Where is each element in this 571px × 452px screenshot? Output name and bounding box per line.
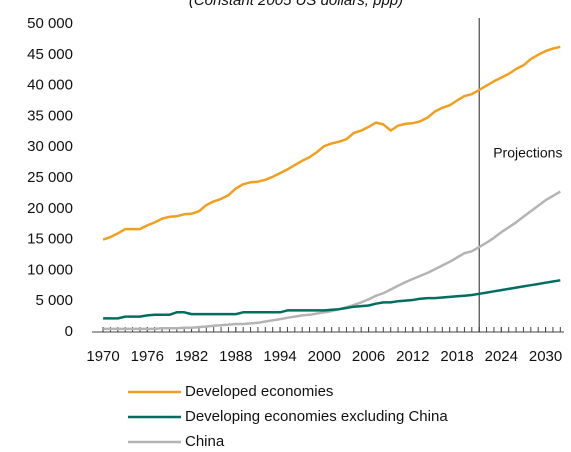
y-tick-label: 5 000 (35, 292, 73, 309)
x-tick-label: 1982 (175, 348, 208, 365)
series-line (103, 279, 561, 320)
y-tick-label: 0 (65, 323, 73, 340)
y-tick-label: 45 000 (27, 46, 73, 63)
y-tick-label: 35 000 (27, 107, 73, 124)
x-tick-label: 1970 (86, 348, 119, 365)
x-tick-label: 2018 (440, 348, 473, 365)
y-tick-label: 40 000 (27, 77, 73, 94)
x-tick-label: 1976 (131, 348, 164, 365)
legend-label: Developed economies (185, 383, 333, 400)
x-tick-label: 2006 (352, 348, 385, 365)
x-tick-label: 2030 (529, 348, 562, 365)
x-tick-label: 2000 (308, 348, 341, 365)
y-tick-label: 25 000 (27, 169, 73, 186)
x-tick-label: 2012 (396, 348, 429, 365)
y-tick-label: 20 000 (27, 200, 73, 217)
annotation: Projections (493, 145, 562, 161)
y-tick-label: 10 000 (27, 261, 73, 278)
legend-label: Developing economies excluding China (185, 408, 448, 425)
x-tick-label: 1988 (219, 348, 252, 365)
series-line (103, 190, 561, 331)
x-tick-label: 2024 (485, 348, 518, 365)
y-tick-label: 15 000 (27, 231, 73, 248)
series-line (102, 45, 561, 241)
x-tick-label: 1994 (263, 348, 296, 365)
chart-subtitle: (Constant 2005 US dollars, ppp) (189, 0, 403, 9)
legend-label: China (185, 433, 225, 450)
y-tick-label: 30 000 (27, 138, 73, 155)
y-tick-label: 50 000 (27, 15, 73, 32)
